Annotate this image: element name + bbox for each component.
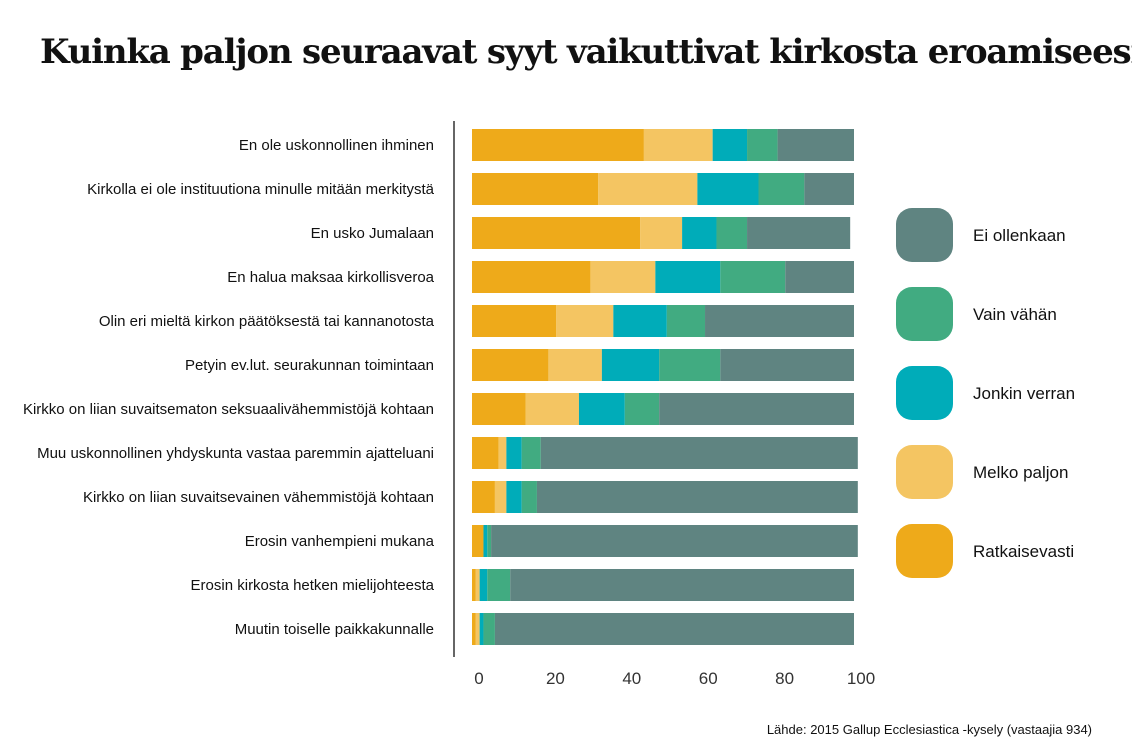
bar-segment [483,525,488,557]
bar-segment [785,261,854,293]
x-tick-label: 100 [847,669,875,688]
bar-segment [472,261,591,293]
category-label: Petyin ev.lut. seurakunnan toimintaan [185,357,434,374]
bar-segment [548,349,602,381]
x-tick-label: 0 [474,669,483,688]
category-label: Erosin kirkosta hetken mielijohteesta [191,577,435,594]
bar-segment [705,305,854,337]
bar-segment [601,349,660,381]
x-axis: 0 20 40 60 80 100 [453,121,875,688]
bar-segment [747,129,778,161]
legend-swatch [896,287,953,341]
bar-segment [716,217,748,249]
legend-swatch [896,208,953,262]
bar-segment [472,305,557,337]
bar-segment [758,173,805,205]
bar-segment [804,173,854,205]
category-label: En halua maksaa kirkollisveroa [227,269,434,286]
bar-segment [540,437,858,469]
bar-segment [472,349,549,381]
bar-segment [494,481,507,513]
bar-segment [720,261,786,293]
bar-segment [479,569,488,601]
bar-segment [556,305,614,337]
category-label: Kirkolla ei ole instituutiona minulle mi… [87,181,434,198]
legend-swatch [896,445,953,499]
bar-segment [655,261,721,293]
legend-swatch [896,524,953,578]
category-label: En usko Jumalaan [311,225,434,242]
category-label: Kirkko on liian suvaitsematon seksuaaliv… [23,401,434,418]
bar-segment [777,129,854,161]
bar-segment [747,217,851,249]
legend-label: Ei ollenkaan [973,226,1066,245]
x-tick-label: 40 [622,669,641,688]
x-tick-label: 80 [775,669,794,688]
bar-segment [659,349,721,381]
bar-segment [475,569,480,601]
bar-segment [472,173,599,205]
bar-segment [472,129,644,161]
bar-segment [506,437,522,469]
bar-segment [598,173,698,205]
legend-label: Ratkaisevasti [973,542,1074,561]
bar-segment [472,613,476,645]
bar-segment [640,217,683,249]
x-tick-label: 20 [546,669,565,688]
chart-title: Kuinka paljon seuraavat syyt vaikuttivat… [40,32,1132,72]
category-label: En ole uskonnollinen ihminen [239,137,434,154]
bar-segment [506,481,522,513]
bar-segment [578,393,625,425]
bar-segment [682,217,717,249]
bar-segment [472,569,476,601]
bar-segment [483,613,495,645]
bar-segments [472,129,858,645]
bar-segment [491,525,858,557]
legend-label: Melko paljon [973,463,1068,482]
bar-segment [666,305,706,337]
bar-segment [472,437,499,469]
category-label: Kirkko on liian suvaitsevainen vähemmist… [83,489,434,506]
category-label: Erosin vanhempieni mukana [245,533,435,550]
bar-segment [494,613,854,645]
bar-segment [613,305,667,337]
bar-segment [498,437,507,469]
bar-segment [720,349,854,381]
bar-segment [487,525,492,557]
bar-segment [472,525,484,557]
legend-label: Vain vähän [973,305,1057,324]
bar-segment [643,129,713,161]
bar-segment [659,393,854,425]
bar-segment [624,393,660,425]
bar-segment [510,569,854,601]
bar-segment [521,481,537,513]
bar-segment [521,437,541,469]
bar-segment [712,129,748,161]
category-labels: En ole uskonnollinen ihminen Kirkolla ei … [23,137,435,638]
bar-segment [525,393,579,425]
bar-segment [472,481,495,513]
bar-segment [472,393,526,425]
legend-label: Jonkin verran [973,384,1075,403]
bar-segment [475,613,480,645]
category-label: Muutin toiselle paikkakunnalle [235,621,434,638]
bar-segment [590,261,656,293]
bar-segment [487,569,511,601]
bar-segment [697,173,759,205]
bar-segment [536,481,858,513]
category-label: Muu uskonnollinen yhdyskunta vastaa pare… [37,445,434,462]
bar-segment [472,217,641,249]
source-note: Lähde: 2015 Gallup Ecclesiastica -kysely… [766,722,1092,737]
legend: Ei ollenkaan Vain vähän Jonkin verran Melko… [896,208,1075,578]
legend-swatch [896,366,953,420]
x-tick-label: 60 [699,669,718,688]
bar-segment [479,613,484,645]
category-label: Olin eri mieltä kirkon päätöksestä tai k… [99,313,435,330]
